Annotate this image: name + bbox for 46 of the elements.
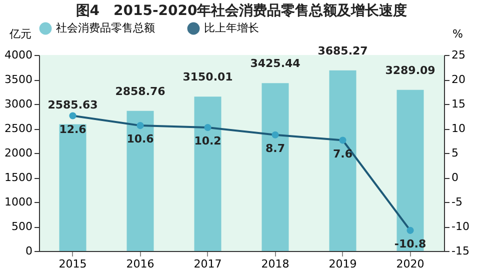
bar: [329, 70, 356, 251]
data-label: 3425.44: [250, 57, 301, 70]
y2-tick-label: 15: [452, 98, 466, 110]
data-label: 10.6: [126, 132, 154, 146]
y-axis-title: 亿元: [8, 28, 32, 40]
data-label: 10.2: [194, 134, 222, 148]
y2-tick-label: 10: [452, 122, 466, 135]
x-tick-label: 2018: [261, 258, 290, 270]
y-tick-label: 500: [12, 220, 32, 233]
bar: [262, 83, 289, 251]
x-tick-label: 2017: [194, 258, 222, 270]
x-tick-label: 2020: [396, 258, 424, 270]
y2-axis-title: %: [452, 28, 463, 40]
bar: [59, 124, 86, 251]
data-label: 3289.09: [385, 64, 436, 77]
y2-tick-label: -10: [452, 220, 470, 233]
y-tick-label: 3000: [4, 98, 32, 110]
y-tick-label: 2000: [4, 146, 32, 160]
y2-tick-label: 0: [452, 171, 458, 184]
bar: [126, 110, 154, 251]
y2-tick-label: 20: [452, 73, 466, 86]
y-tick-label: 1500: [4, 171, 32, 184]
y-tick-label: 2500: [4, 122, 32, 135]
data-label: 2585.63: [48, 98, 98, 112]
chart-title: 图4 2015-2020年社会消费品零售总额及增长速度: [76, 2, 408, 19]
x-tick-label: 2019: [328, 258, 357, 270]
legend-label: 比上年增长: [204, 22, 259, 35]
y2-tick-label: 25: [452, 48, 466, 62]
data-label: 7.6: [333, 147, 353, 160]
data-label: 12.6: [59, 122, 87, 136]
data-label: 3685.27: [318, 44, 368, 58]
bar: [396, 90, 424, 251]
y2-tick-label: -5: [452, 196, 462, 208]
y-tick-label: 0: [26, 244, 32, 258]
data-label: 2858.76: [115, 84, 166, 98]
data-label: 8.7: [266, 142, 285, 155]
legend-label: 社会消费品零售总额: [56, 22, 155, 35]
y2-tick-label: 5: [452, 146, 458, 160]
y2-tick-label: -15: [452, 244, 470, 258]
data-label: 3150.01: [182, 70, 233, 84]
x-tick-label: 2016: [126, 258, 154, 270]
y-tick-label: 4000: [4, 48, 32, 62]
y-tick-label: 3500: [4, 73, 32, 86]
y-tick-label: 1000: [4, 196, 32, 208]
x-tick-label: 2015: [58, 258, 87, 270]
bar: [194, 96, 222, 251]
